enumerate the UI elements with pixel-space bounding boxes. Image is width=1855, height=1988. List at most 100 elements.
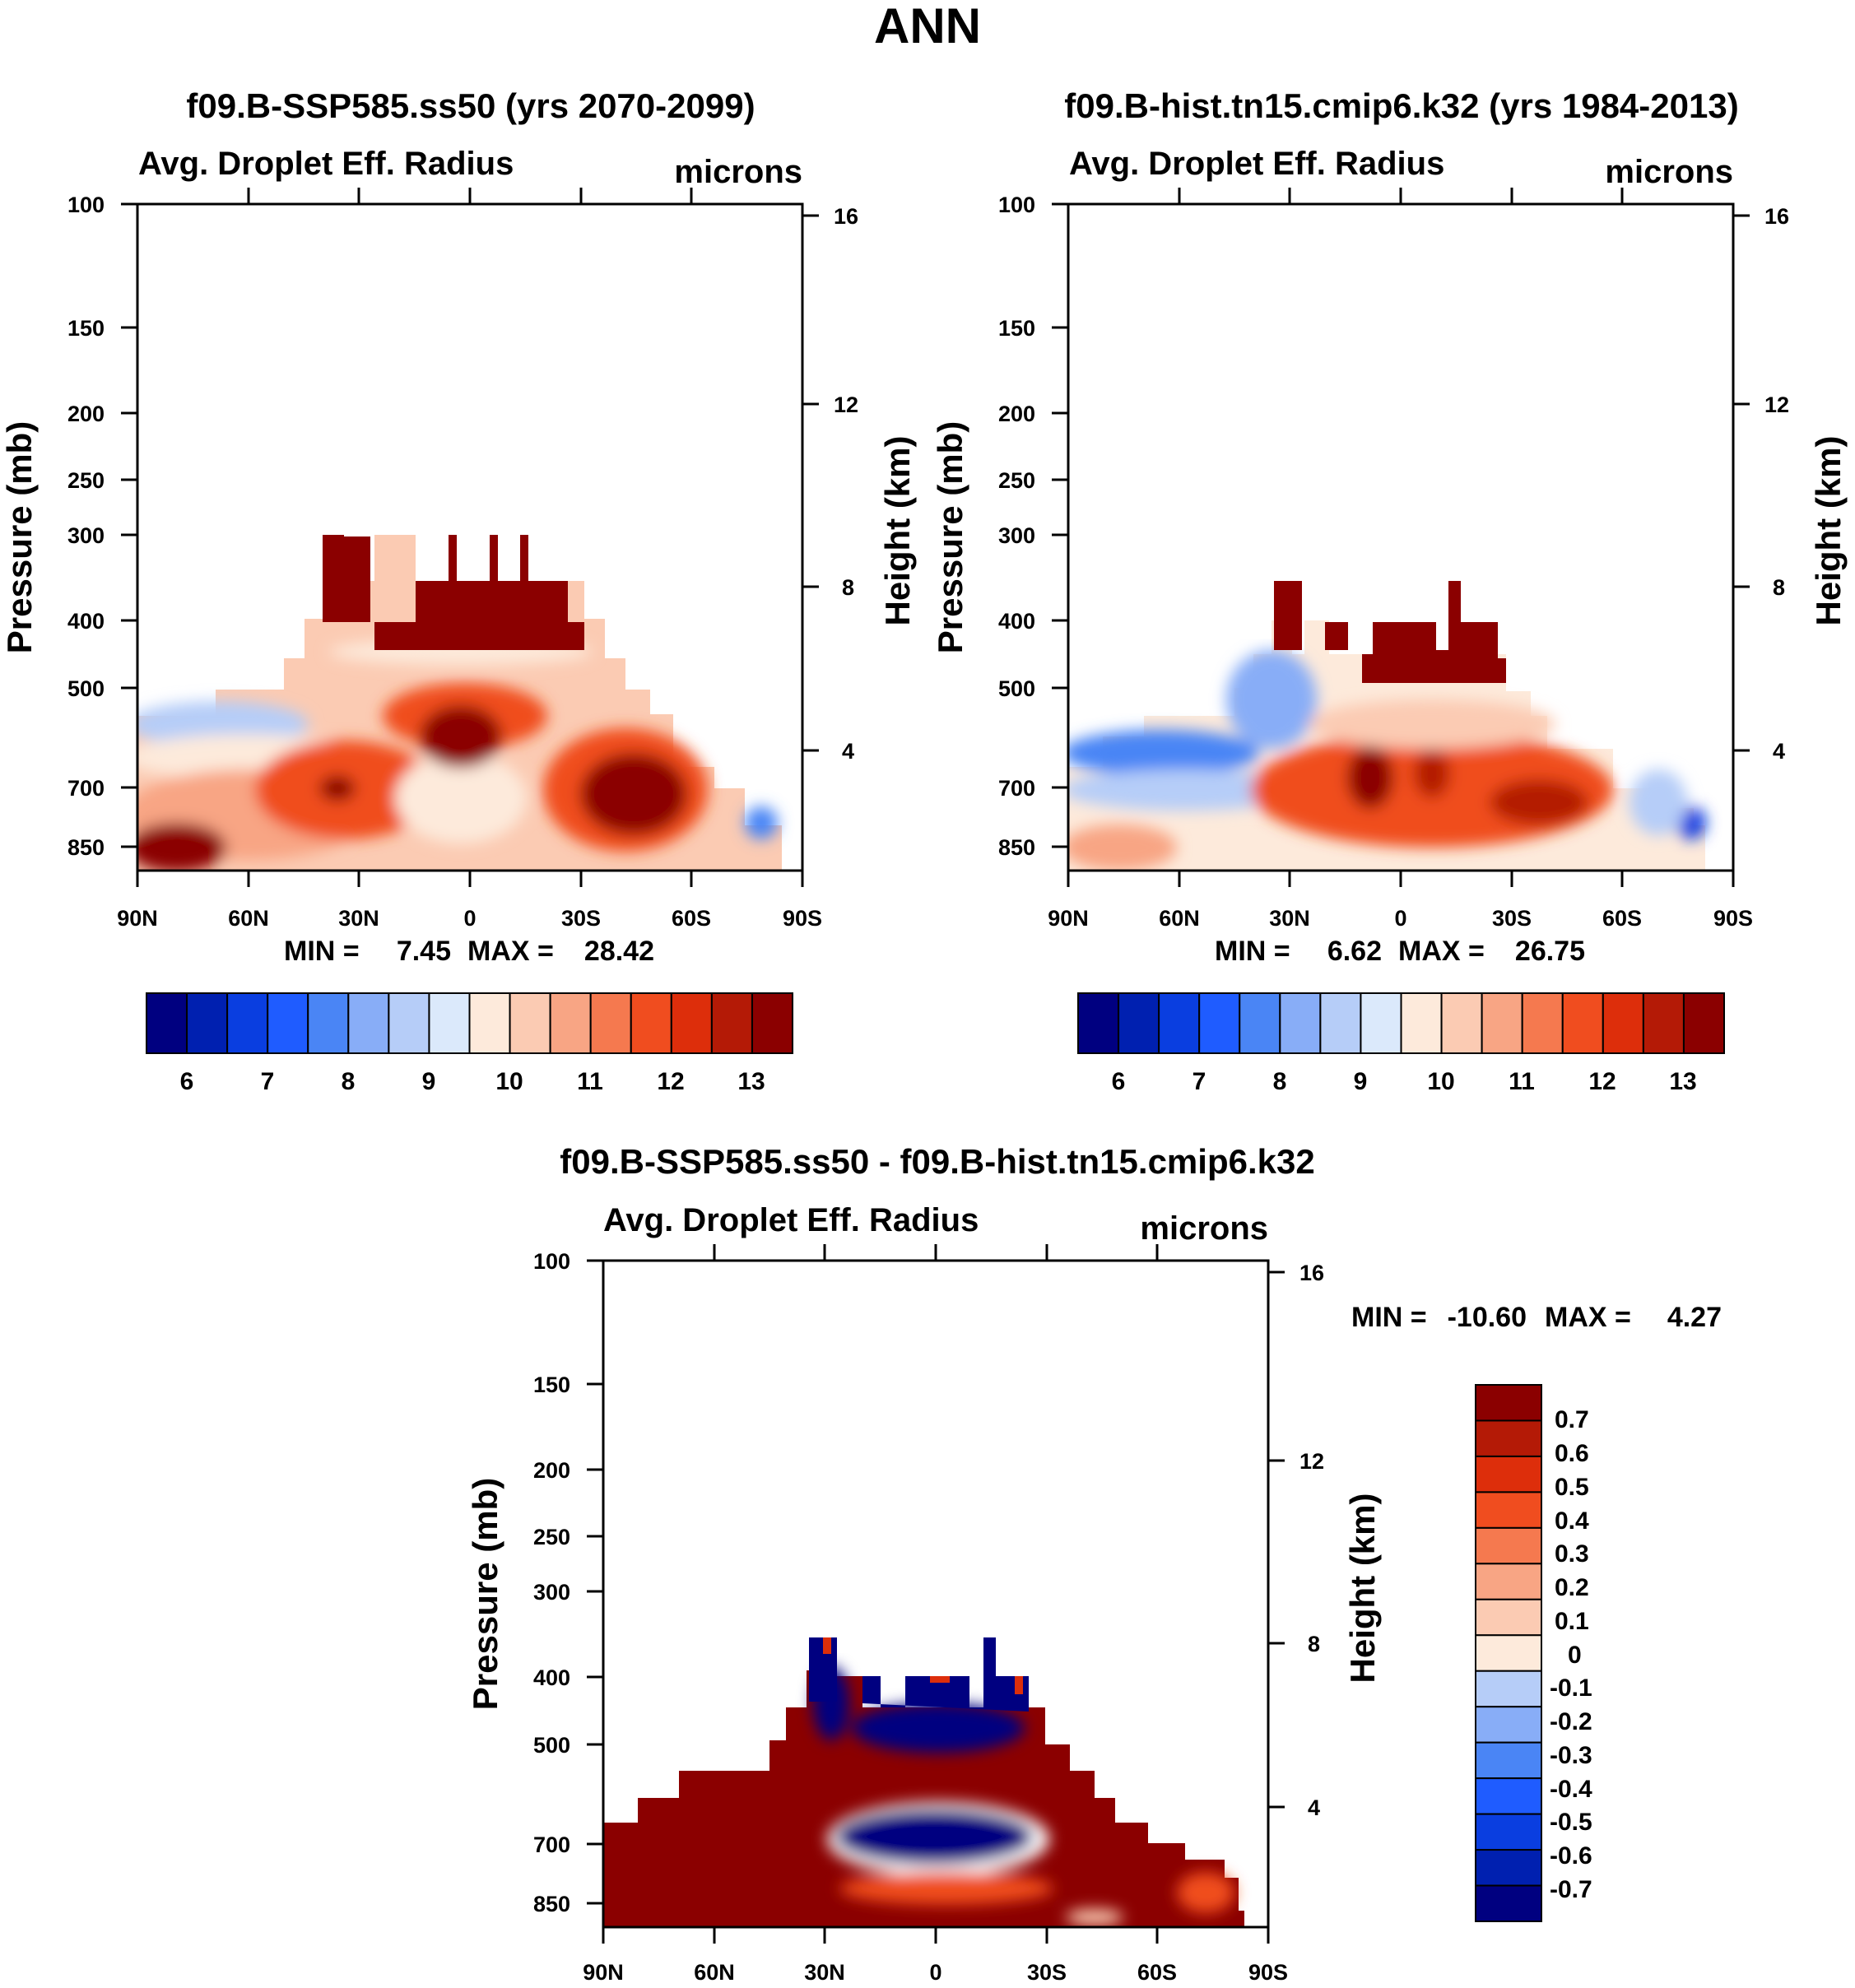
- y-tick-labels: 100 150 200 250 300 400 500 700 850: [998, 193, 1035, 860]
- colorbar: [1077, 992, 1725, 1054]
- min-value: 6.62: [1327, 936, 1382, 967]
- cbar-label-m03: -0.3: [1550, 1742, 1592, 1769]
- colorbar-swatch: [388, 992, 430, 1054]
- xtick-90s: 90S: [1713, 906, 1753, 931]
- xtick-60s: 60S: [672, 906, 711, 931]
- min-label: MIN =: [284, 936, 360, 967]
- ytick-500: 500: [533, 1733, 570, 1758]
- colorbar-swatch: [1475, 1884, 1542, 1923]
- height-tick-labels: 16 12 8 4: [834, 204, 858, 764]
- xtick-60n: 60N: [1159, 906, 1200, 931]
- min-value: 7.45: [397, 936, 451, 967]
- xtick-60n: 60N: [694, 1960, 735, 1985]
- ytick-250: 250: [998, 468, 1035, 493]
- x-tick-labels: 90N 60N 30N 0 30S 60S 90S: [1048, 906, 1753, 931]
- cbar-label-9: 9: [422, 1068, 436, 1095]
- ytick-400: 400: [533, 1665, 570, 1690]
- field-contours: [813, 1666, 1234, 1925]
- height-tick-labels: 16 12 8 4: [1299, 1261, 1324, 1820]
- colorbar-swatch: [1279, 992, 1322, 1054]
- minmax-readout: MIN = -10.60 MAX = 4.27: [1351, 1302, 1722, 1333]
- htick-8: 8: [1308, 1632, 1320, 1656]
- colorbar-labels: 0.7 0.6 0.5 0.4 0.3 0.2 0.1 0 -0.1 -0.2 …: [1550, 1406, 1592, 1903]
- ytick-100: 100: [67, 193, 105, 217]
- shade-core-a: [1347, 746, 1393, 809]
- max-label: MAX =: [1545, 1302, 1631, 1333]
- colorbar-swatch: [1475, 1526, 1542, 1565]
- htick-4: 4: [1773, 739, 1785, 764]
- cbar-label-p02: 0.2: [1555, 1574, 1589, 1601]
- ylabel-pressure: Pressure (mb): [931, 421, 969, 653]
- cbar-label-m02: -0.2: [1550, 1708, 1592, 1735]
- cbar-label-9: 9: [1354, 1068, 1368, 1095]
- cbar-label-0: 0: [1568, 1642, 1582, 1669]
- shade-light-band: [1068, 769, 1309, 811]
- shade-cold-north: [1068, 730, 1259, 776]
- ylabel-pressure: Pressure (mb): [0, 421, 39, 653]
- axis-ticks: [121, 188, 819, 887]
- ytick-700: 700: [998, 776, 1035, 801]
- ytick-250: 250: [67, 468, 105, 493]
- colorbar-swatch: [1118, 992, 1160, 1054]
- ytick-100: 100: [533, 1249, 570, 1274]
- htick-12: 12: [1764, 392, 1789, 417]
- ytick-850: 850: [998, 835, 1035, 860]
- ytick-150: 150: [67, 316, 105, 341]
- colorbar-swatch: [1521, 992, 1564, 1054]
- x-tick-labels: 90N 60N 30N 0 30S 60S 90S: [583, 1960, 1288, 1985]
- accent-b: [930, 1676, 950, 1683]
- colorbar-swatch: [267, 992, 309, 1054]
- ytick-100: 100: [998, 193, 1035, 217]
- field-contours: [137, 639, 778, 871]
- top-blocks: [1274, 581, 1506, 683]
- colorbar-swatch: [751, 992, 793, 1054]
- cbar-label-7: 7: [261, 1068, 275, 1095]
- shade-eq-core: [420, 705, 502, 768]
- ytick-150: 150: [998, 316, 1035, 341]
- panel-title: f09.B-SSP585.ss50 - f09.B-hist.tn15.cmip…: [560, 1142, 1314, 1181]
- ytick-850: 850: [67, 835, 105, 860]
- field-base: [603, 1670, 1244, 1927]
- cbar-label-13: 13: [737, 1068, 765, 1095]
- cbar-label-11: 11: [577, 1068, 603, 1095]
- ylabel-height: Height (km): [1809, 436, 1848, 626]
- cbar-label-m06: -0.6: [1550, 1842, 1592, 1870]
- plot-area: [602, 1259, 1270, 1929]
- ytick-200: 200: [533, 1458, 570, 1483]
- colorbar-swatch: [428, 992, 471, 1054]
- cbar-label-6: 6: [180, 1068, 194, 1095]
- htick-16: 16: [834, 204, 858, 229]
- top-blocks: [323, 535, 584, 650]
- htick-4: 4: [842, 739, 854, 764]
- shade-polar-warm: [1177, 1872, 1234, 1913]
- shade-warm-upper: [1309, 699, 1555, 749]
- ytick-500: 500: [998, 676, 1035, 701]
- ytick-300: 300: [998, 523, 1035, 548]
- colorbar-swatch: [1475, 1813, 1542, 1851]
- htick-4: 4: [1308, 1795, 1320, 1820]
- colorbar-swatch: [1475, 1384, 1542, 1422]
- cbar-label-11: 11: [1509, 1068, 1535, 1095]
- xtick-30s: 30S: [1027, 1960, 1067, 1985]
- colorbar-swatch: [146, 992, 188, 1054]
- panel-title: f09.B-SSP585.ss50 (yrs 2070-2099): [186, 86, 755, 125]
- shade-sfc-light: [1066, 1909, 1123, 1925]
- colorbar-swatch: [307, 992, 350, 1054]
- colorbar-swatch: [1475, 1777, 1542, 1815]
- ytick-200: 200: [67, 402, 105, 426]
- cbar-label-m05: -0.5: [1550, 1809, 1592, 1836]
- colorbar-swatch: [1158, 992, 1201, 1054]
- colorbar-swatch: [1475, 1849, 1542, 1887]
- axis-ticks: [1052, 188, 1750, 887]
- x-tick-labels: 90N 60N 30N 0 30S 60S 90S: [117, 906, 822, 931]
- colorbar-swatch: [1319, 992, 1362, 1054]
- colorbar-swatch: [1481, 992, 1523, 1054]
- xtick-30s: 30S: [561, 906, 601, 931]
- colorbar: [146, 992, 793, 1054]
- colorbar-swatch: [226, 992, 269, 1054]
- colorbar-swatch: [1360, 992, 1402, 1054]
- shade-core-30n: [319, 775, 356, 801]
- htick-8: 8: [842, 575, 854, 600]
- top-block-accents: [823, 1637, 1023, 1694]
